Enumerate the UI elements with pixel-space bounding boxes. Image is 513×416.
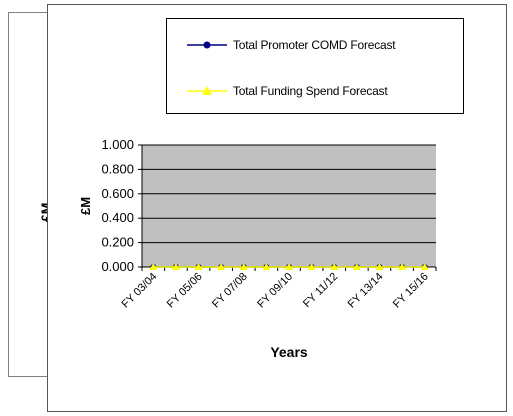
data-point bbox=[149, 263, 158, 270]
data-point bbox=[307, 263, 316, 270]
data-point bbox=[171, 263, 180, 270]
y-tick-label: 0.000 bbox=[101, 259, 134, 274]
x-tick-label: FY 11/12 bbox=[301, 271, 340, 310]
data-point bbox=[217, 263, 226, 270]
background-chart-frame bbox=[8, 12, 49, 377]
x-tick-label: FY 13/14 bbox=[346, 271, 386, 311]
plot-svg: 0.000 0.200 0.400 0.600 0.800 1.000 £M FY 03/04… bbox=[78, 137, 437, 360]
y-tick-label: 1.000 bbox=[101, 137, 134, 152]
y-axis-label: £M bbox=[78, 197, 93, 215]
data-point bbox=[330, 263, 339, 270]
data-point bbox=[352, 263, 361, 270]
legend-label-funding: Total Funding Spend Forecast bbox=[233, 84, 388, 98]
y-tick-label: 0.200 bbox=[101, 235, 134, 250]
legend-marker-triangle-icon bbox=[187, 86, 227, 95]
x-tick-label: FY 15/16 bbox=[391, 271, 431, 311]
legend-item-promoter: Total Promoter COMD Forecast bbox=[187, 35, 396, 55]
x-tick-label: FY 05/06 bbox=[165, 271, 205, 311]
plot-background bbox=[142, 145, 436, 267]
legend-marker-circle-icon bbox=[187, 41, 227, 49]
y-tick-label: 0.400 bbox=[101, 210, 134, 225]
x-tick-label: FY 07/08 bbox=[210, 271, 250, 311]
data-point bbox=[194, 263, 203, 270]
data-point bbox=[398, 263, 407, 270]
data-point bbox=[375, 263, 384, 270]
y-tick-label: 0.800 bbox=[101, 161, 134, 176]
legend-label-promoter: Total Promoter COMD Forecast bbox=[233, 38, 396, 52]
data-point bbox=[239, 263, 248, 270]
legend: Total Promoter COMD Forecast Total Fundi… bbox=[166, 18, 464, 114]
x-axis-label: Years bbox=[270, 344, 308, 360]
chart-area: Total Promoter COMD Forecast Total Fundi… bbox=[47, 4, 507, 412]
y-tick-label: 0.600 bbox=[101, 186, 134, 201]
data-point bbox=[262, 263, 271, 270]
data-point bbox=[420, 263, 429, 270]
data-point bbox=[285, 263, 293, 270]
x-tick-label: FY 09/10 bbox=[255, 271, 295, 311]
x-tick-label: FY 03/04 bbox=[120, 271, 160, 311]
legend-item-funding: Total Funding Spend Forecast bbox=[187, 81, 388, 101]
